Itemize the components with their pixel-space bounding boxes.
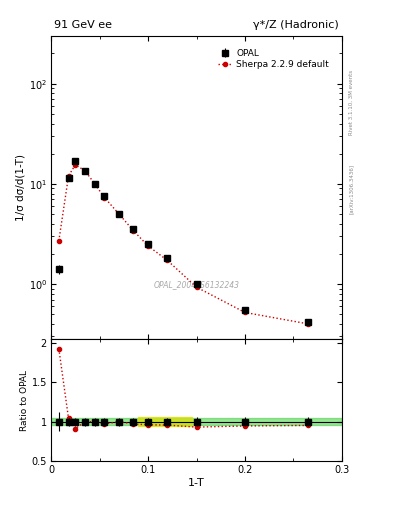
Sherpa 2.2.9 default <box>131 228 136 234</box>
Sherpa 2.2.9 default <box>165 258 170 264</box>
Sherpa 2.2.9 default <box>66 173 71 179</box>
Sherpa 2.2.9 default <box>92 181 97 187</box>
Sherpa 2.2.9 default <box>102 195 107 201</box>
Text: γ*/Z (Hadronic): γ*/Z (Hadronic) <box>253 20 339 30</box>
Y-axis label: 1/σ dσ/d(1-T): 1/σ dσ/d(1-T) <box>16 154 26 221</box>
Legend: OPAL, Sherpa 2.2.9 default: OPAL, Sherpa 2.2.9 default <box>215 47 332 72</box>
Y-axis label: Ratio to OPAL: Ratio to OPAL <box>20 370 29 431</box>
Sherpa 2.2.9 default <box>306 321 310 327</box>
Sherpa 2.2.9 default <box>117 211 121 217</box>
Text: Rivet 3.1.10, 3M events: Rivet 3.1.10, 3M events <box>349 70 354 135</box>
Text: 91 GeV ee: 91 GeV ee <box>54 20 112 30</box>
Sherpa 2.2.9 default <box>242 309 247 315</box>
Text: OPAL_2004_S6132243: OPAL_2004_S6132243 <box>154 280 239 289</box>
Sherpa 2.2.9 default <box>83 168 87 174</box>
Sherpa 2.2.9 default <box>57 238 61 244</box>
X-axis label: 1-T: 1-T <box>188 478 205 488</box>
Sherpa 2.2.9 default <box>194 284 199 290</box>
Sherpa 2.2.9 default <box>73 162 78 168</box>
Line: Sherpa 2.2.9 default: Sherpa 2.2.9 default <box>57 163 310 326</box>
Text: [arXiv:1306.3436]: [arXiv:1306.3436] <box>349 164 354 215</box>
Sherpa 2.2.9 default <box>146 243 151 249</box>
